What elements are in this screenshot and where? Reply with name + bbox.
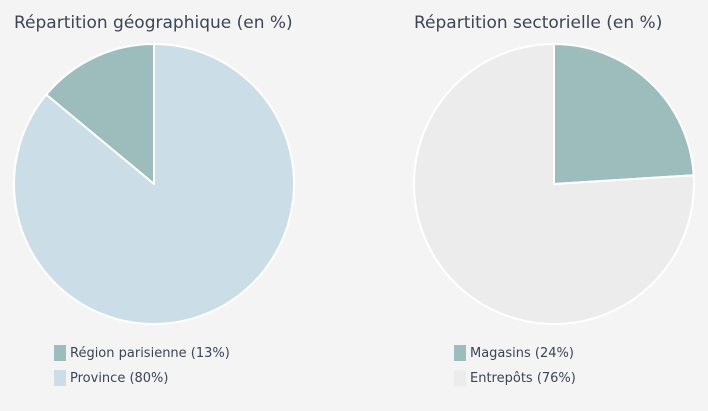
legend-label: Entrepôts (76%) xyxy=(470,370,576,386)
legend-label: Province (80%) xyxy=(70,370,169,386)
geographic-chart-panel: Répartition géographique (en %) Région p… xyxy=(13,13,295,392)
sector-chart-panel: Répartition sectorielle (en %) Magasins … xyxy=(400,0,708,411)
pie-slice-1 xyxy=(13,43,295,325)
legend-item-magasins: Magasins (24%) xyxy=(454,342,576,364)
legend-label: Magasins (24%) xyxy=(470,345,574,361)
legend-item-region-parisienne: Région parisienne (13%) xyxy=(54,342,230,364)
legend: Région parisienne (13%) Province (80%) xyxy=(54,342,230,392)
legend-item-province: Province (80%) xyxy=(54,367,230,389)
pie-slice-1 xyxy=(413,43,695,325)
legend-swatch xyxy=(54,370,66,386)
legend: Magasins (24%) Entrepôts (76%) xyxy=(454,342,576,392)
geographic-pie-chart xyxy=(13,43,295,325)
legend-label: Région parisienne (13%) xyxy=(70,345,230,361)
legend-item-entrepots: Entrepôts (76%) xyxy=(454,367,576,389)
pie-slice-0 xyxy=(553,43,695,185)
chart-title: Répartition géographique (en %) xyxy=(14,13,293,33)
chart-title: Répartition sectorielle (en %) xyxy=(414,13,663,33)
pie-slice-0 xyxy=(45,43,155,185)
legend-swatch xyxy=(54,345,66,361)
legend-swatch xyxy=(454,345,466,361)
sector-pie-chart xyxy=(413,43,695,325)
legend-swatch xyxy=(454,370,466,386)
